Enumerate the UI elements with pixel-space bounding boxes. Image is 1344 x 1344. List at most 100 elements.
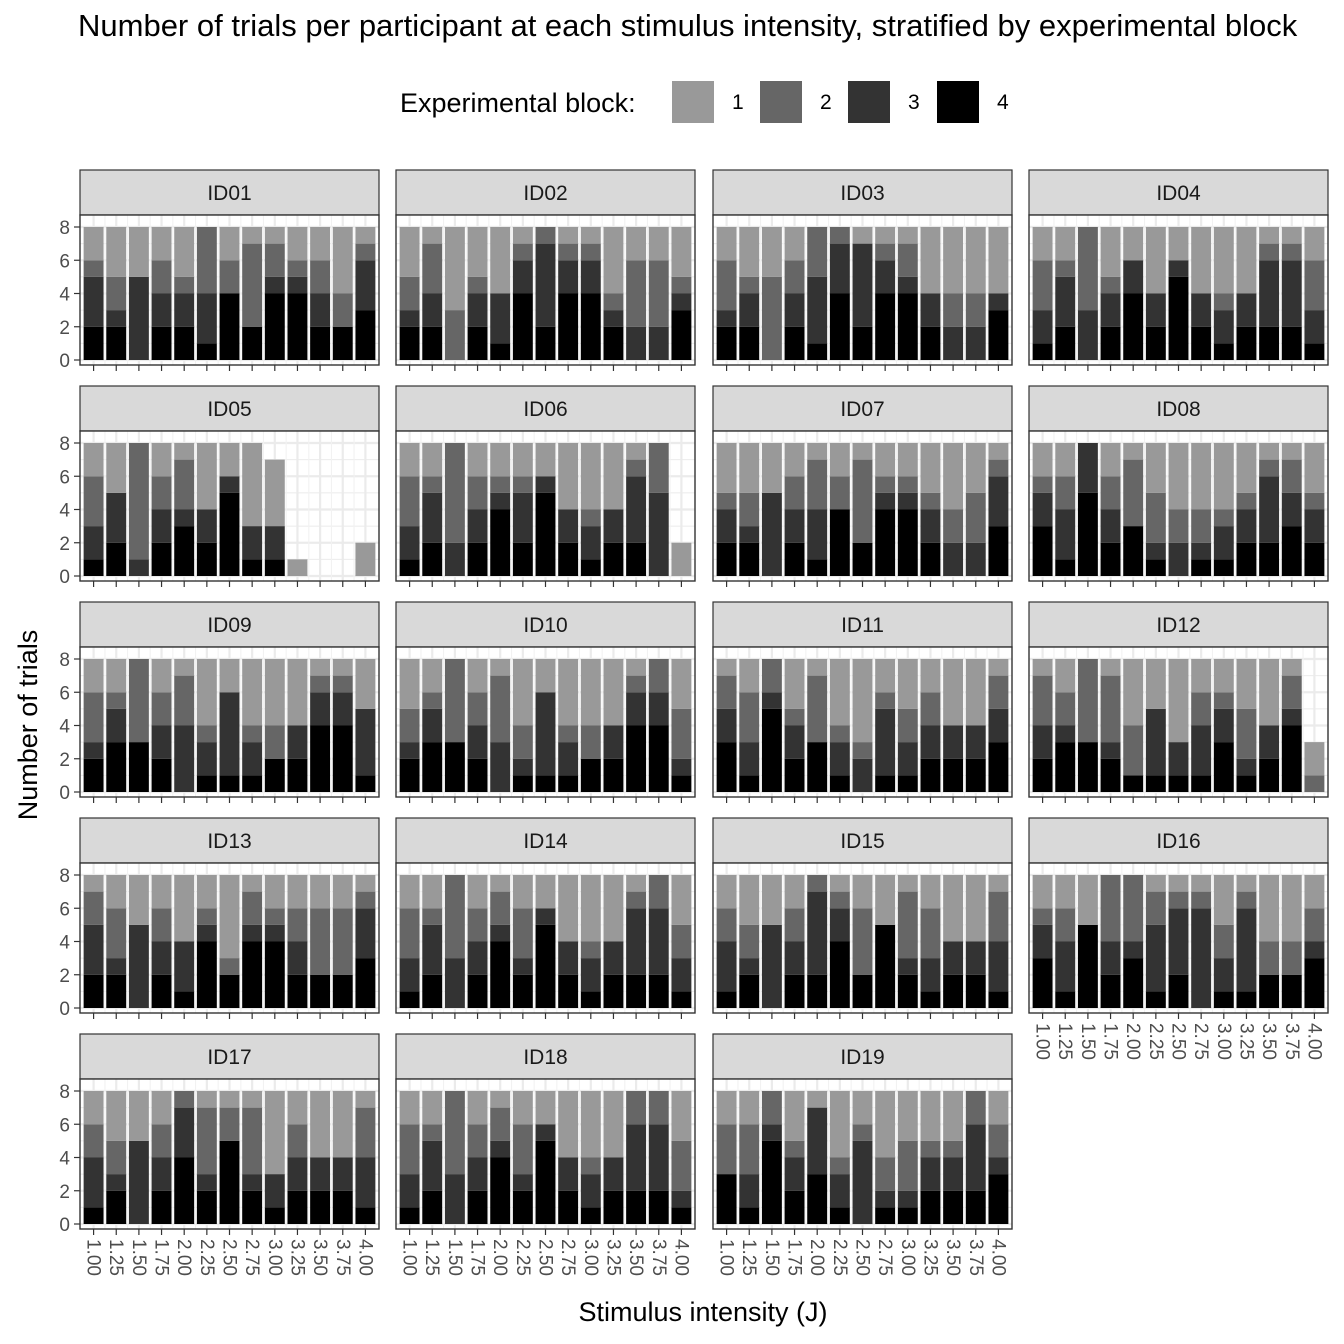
bar-segment-block-4 bbox=[332, 725, 353, 792]
bar-segment-block-1 bbox=[535, 1091, 556, 1125]
bar-segment-block-3 bbox=[807, 509, 828, 560]
bar-segment-block-4 bbox=[83, 326, 104, 360]
bar-segment-block-4 bbox=[1145, 326, 1166, 360]
bar-segment-block-1 bbox=[1168, 227, 1189, 261]
bar-segment-block-2 bbox=[580, 243, 601, 261]
bar-segment-block-1 bbox=[490, 1091, 511, 1108]
bar-segment-block-3 bbox=[761, 692, 782, 709]
bar-segment-block-4 bbox=[1168, 276, 1189, 360]
bar-segment-block-2 bbox=[1191, 891, 1212, 909]
bar-segment-block-3 bbox=[535, 908, 556, 925]
bar-segment-block-4 bbox=[1304, 958, 1325, 1008]
bar-segment-block-1 bbox=[1168, 875, 1189, 892]
bar-segment-block-4 bbox=[988, 310, 1009, 360]
bar-segment-block-2 bbox=[1191, 692, 1212, 726]
bar-segment-block-4 bbox=[467, 974, 488, 1008]
bar-segment-block-3 bbox=[603, 941, 624, 975]
bar-segment-block-3 bbox=[264, 276, 285, 294]
bar-segment-block-2 bbox=[603, 293, 624, 311]
bar-segment-block-3 bbox=[852, 758, 873, 792]
bar-segment-block-1 bbox=[242, 875, 263, 892]
bar-segment-block-4 bbox=[558, 542, 579, 576]
bar-segment-block-3 bbox=[83, 924, 104, 975]
bar-segment-block-4 bbox=[784, 542, 805, 576]
bar-segment-block-2 bbox=[761, 1091, 782, 1125]
bar-segment-block-3 bbox=[151, 1157, 172, 1191]
bar-segment-block-1 bbox=[1100, 227, 1121, 277]
bar-segment-block-4 bbox=[829, 509, 850, 576]
bar-segment-block-2 bbox=[128, 443, 149, 560]
bar-segment-block-4 bbox=[219, 1140, 240, 1224]
facet-label: ID07 bbox=[840, 398, 884, 421]
facet-strip bbox=[1028, 385, 1329, 432]
bar-segment-block-4 bbox=[988, 991, 1009, 1008]
bar-segment-block-2 bbox=[196, 1107, 217, 1175]
bar-segment-block-1 bbox=[626, 875, 647, 892]
bar-segment-block-2 bbox=[106, 692, 127, 709]
bar-segment-block-1 bbox=[716, 443, 737, 493]
bar-segment-block-1 bbox=[310, 875, 331, 909]
x-tick-label: 4.00 bbox=[1303, 1023, 1324, 1060]
x-tick-label: 2.50 bbox=[219, 1239, 240, 1276]
bar-segment-block-1 bbox=[1032, 875, 1053, 909]
bar-segment-block-2 bbox=[920, 692, 941, 726]
bar-segment-block-1 bbox=[264, 659, 285, 726]
bar-segment-block-1 bbox=[603, 227, 624, 294]
y-tick-label: 6 bbox=[59, 251, 70, 272]
bar-segment-block-4 bbox=[784, 974, 805, 1008]
bar-segment-block-4 bbox=[1168, 974, 1189, 1008]
bar-segment-block-1 bbox=[761, 227, 782, 277]
bar-segment-block-2 bbox=[829, 725, 850, 743]
bar-segment-block-3 bbox=[648, 326, 669, 360]
bar-segment-block-4 bbox=[264, 758, 285, 792]
y-tick-label: 8 bbox=[59, 1082, 70, 1103]
bar-segment-block-4 bbox=[943, 1190, 964, 1224]
bar-segment-block-2 bbox=[671, 1140, 692, 1191]
bar-segment-block-1 bbox=[106, 659, 127, 693]
facet-strip bbox=[395, 169, 696, 216]
bar-segment-block-3 bbox=[1100, 941, 1121, 975]
bar-segment-block-1 bbox=[988, 443, 1009, 460]
bar-segment-block-3 bbox=[671, 758, 692, 776]
bar-segment-block-2 bbox=[490, 476, 511, 493]
bar-segment-block-1 bbox=[83, 443, 104, 477]
legend-swatch-4 bbox=[937, 81, 979, 123]
bar-segment-block-4 bbox=[490, 1157, 511, 1224]
bar-segment-block-3 bbox=[1055, 276, 1076, 327]
bar-segment-block-1 bbox=[83, 227, 104, 261]
bar-segment-block-4 bbox=[920, 326, 941, 360]
bar-segment-block-3 bbox=[920, 293, 941, 327]
bar-segment-block-3 bbox=[490, 293, 511, 344]
bar-segment-block-2 bbox=[287, 908, 308, 942]
bar-segment-block-4 bbox=[897, 509, 918, 576]
bar-segment-block-1 bbox=[784, 227, 805, 261]
bar-segment-block-1 bbox=[1236, 227, 1257, 294]
bar-segment-block-3 bbox=[106, 1174, 127, 1191]
bar-segment-block-3 bbox=[716, 941, 737, 992]
bar-segment-block-4 bbox=[558, 1190, 579, 1224]
bar-segment-block-3 bbox=[648, 692, 669, 726]
x-tick-label: 2.00 bbox=[173, 1239, 194, 1276]
bar-segment-block-1 bbox=[558, 659, 579, 726]
bar-segment-block-1 bbox=[1281, 443, 1302, 460]
facet-label: ID01 bbox=[207, 182, 251, 205]
bar-segment-block-1 bbox=[875, 1091, 896, 1158]
bar-segment-block-1 bbox=[83, 1091, 104, 1125]
bar-segment-block-4 bbox=[151, 326, 172, 360]
legend-swatch-2 bbox=[760, 81, 802, 123]
bar-segment-block-3 bbox=[648, 492, 669, 576]
bar-segment-block-4 bbox=[1281, 974, 1302, 1008]
bar-segment-block-4 bbox=[151, 974, 172, 1008]
bar-segment-block-3 bbox=[671, 958, 692, 992]
bar-segment-block-3 bbox=[467, 509, 488, 543]
bar-segment-block-2 bbox=[264, 725, 285, 759]
bar-segment-block-4 bbox=[512, 1190, 533, 1224]
bar-segment-block-3 bbox=[490, 924, 511, 942]
bar-segment-block-4 bbox=[1259, 326, 1280, 360]
bar-segment-block-3 bbox=[490, 492, 511, 510]
x-tick-label: 1.75 bbox=[784, 1239, 805, 1276]
bar-segment-block-3 bbox=[467, 293, 488, 327]
facet-label: ID11 bbox=[841, 614, 884, 637]
bar-segment-block-3 bbox=[151, 293, 172, 327]
bar-segment-block-1 bbox=[829, 659, 850, 726]
